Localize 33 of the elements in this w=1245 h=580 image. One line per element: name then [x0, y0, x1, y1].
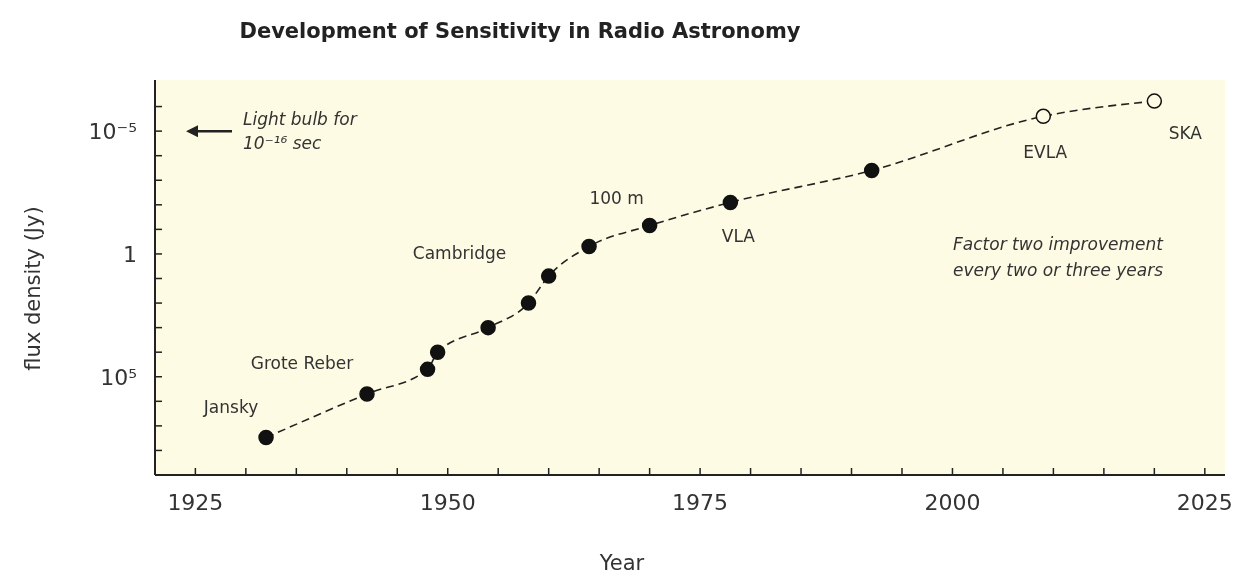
- annotation: VLA: [721, 226, 756, 247]
- point: [359, 386, 375, 402]
- x-axis-title: Year: [598, 551, 645, 575]
- point: [419, 361, 436, 378]
- y-tick-label: 10⁻⁵: [88, 119, 137, 145]
- x-tick-label: 1975: [672, 490, 729, 515]
- point: [863, 162, 880, 179]
- point: [1035, 108, 1052, 125]
- point: [258, 429, 274, 446]
- annotation: Grote Reber: [250, 352, 354, 373]
- point: [1146, 93, 1163, 109]
- point: [520, 295, 537, 311]
- annotation: SKA: [1168, 123, 1203, 144]
- point: [581, 238, 597, 255]
- x-tick-label: 2000: [924, 490, 981, 515]
- x-tick-label: 1925: [167, 490, 224, 515]
- y-tick-label: 10⁵: [100, 364, 137, 390]
- annotation: Cambridge: [412, 243, 507, 264]
- point: [540, 268, 557, 284]
- point: [722, 194, 739, 211]
- x-tick-label: 2025: [1176, 490, 1233, 515]
- point: [641, 217, 658, 234]
- annotation: Light bulb for 10⁻¹⁶ sec: [243, 109, 358, 154]
- chart-title: Development of Sensitivity in Radio Astronomy: [239, 19, 801, 43]
- annotation: Jansky: [202, 396, 259, 417]
- annotation: Factor two improvement every two or three years: [952, 234, 1165, 280]
- y-axis-title: flux density (Jy): [21, 206, 45, 371]
- annotation: EVLA: [1023, 142, 1068, 163]
- point: [480, 319, 496, 336]
- point: [429, 344, 446, 360]
- y-tick-label: 1: [123, 241, 137, 267]
- x-tick-label: 1950: [419, 490, 476, 515]
- annotation: 100 m: [589, 187, 644, 208]
